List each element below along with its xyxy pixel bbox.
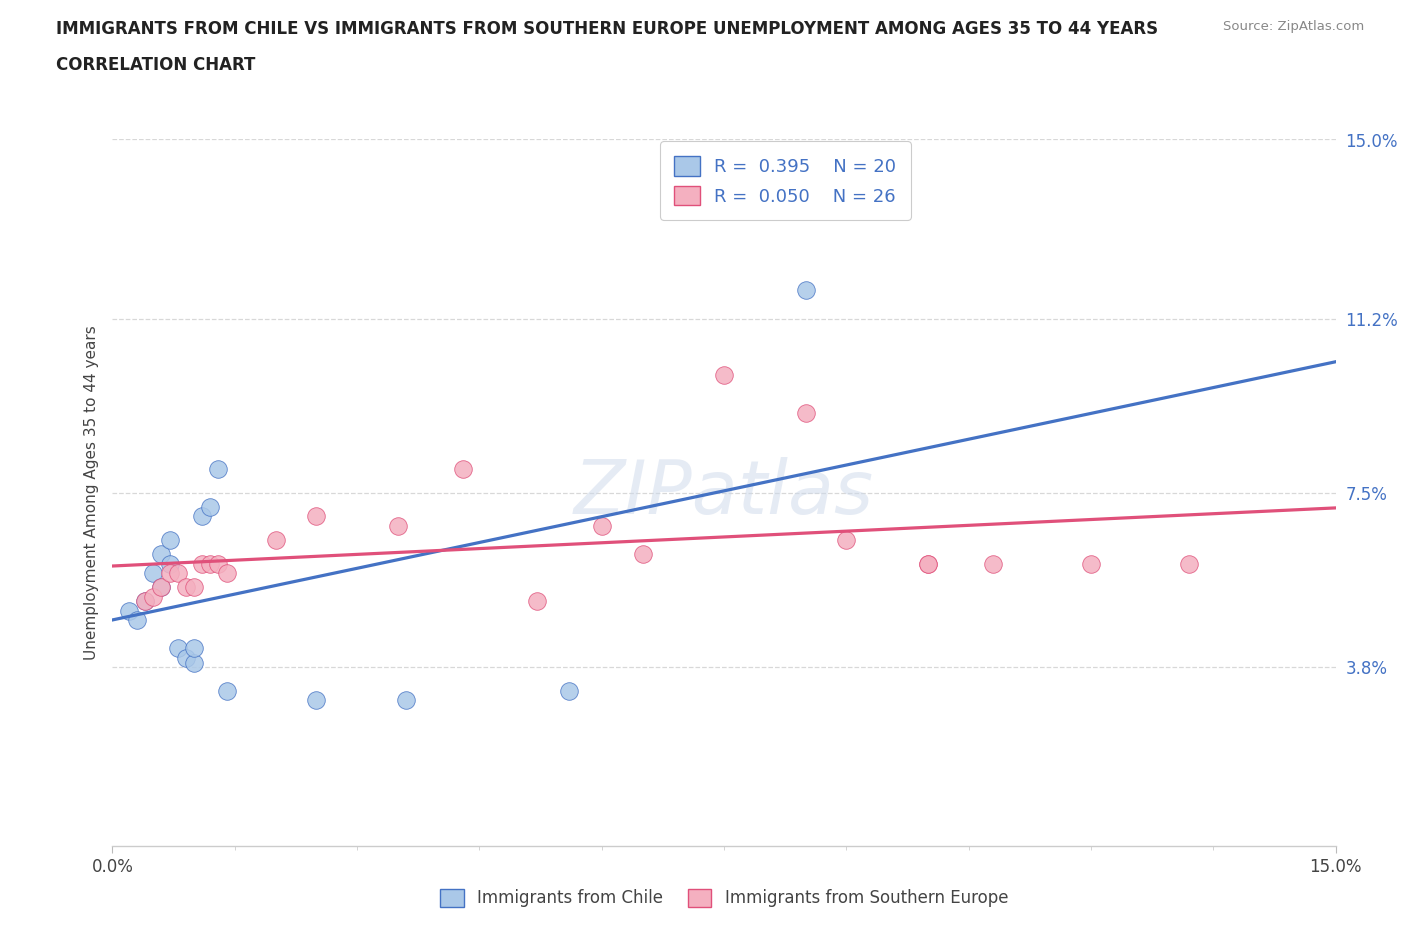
Point [150,579,173,594]
Point [451,462,474,477]
Point [134,594,156,609]
Point [174,650,197,665]
Point [150,547,173,562]
Point [305,509,328,524]
Point [1080,556,1102,571]
Point [264,533,287,548]
Point [200,499,222,514]
Point [1178,556,1201,571]
Point [207,462,229,477]
Point [183,655,205,670]
Point [183,641,205,656]
Point [917,556,939,571]
Point [191,556,214,571]
Point [174,579,197,594]
Point [558,684,581,698]
Point [305,693,328,708]
Point [215,565,238,580]
Point [159,533,181,548]
Point [631,547,654,562]
Point [125,613,148,628]
Legend: Immigrants from Chile, Immigrants from Southern Europe: Immigrants from Chile, Immigrants from S… [432,881,1017,916]
Text: CORRELATION CHART: CORRELATION CHART [56,56,256,73]
Point [166,565,188,580]
Point [159,565,181,580]
Point [142,565,165,580]
Point [981,556,1004,571]
Text: Source: ZipAtlas.com: Source: ZipAtlas.com [1223,20,1364,33]
Point [713,367,735,382]
Point [166,641,188,656]
Point [159,556,181,571]
Point [387,518,409,533]
Point [591,518,613,533]
Point [200,556,222,571]
Point [794,283,817,298]
Point [118,604,141,618]
Text: ZIPatlas: ZIPatlas [574,457,875,529]
Point [215,684,238,698]
Point [395,693,418,708]
Point [191,509,214,524]
Point [150,579,173,594]
Y-axis label: Unemployment Among Ages 35 to 44 years: Unemployment Among Ages 35 to 44 years [83,326,98,660]
Point [917,556,939,571]
Point [526,594,548,609]
Point [183,579,205,594]
Point [134,594,156,609]
Text: IMMIGRANTS FROM CHILE VS IMMIGRANTS FROM SOUTHERN EUROPE UNEMPLOYMENT AMONG AGES: IMMIGRANTS FROM CHILE VS IMMIGRANTS FROM… [56,20,1159,38]
Point [794,405,817,420]
Point [207,556,229,571]
Point [835,533,858,548]
Point [142,589,165,604]
